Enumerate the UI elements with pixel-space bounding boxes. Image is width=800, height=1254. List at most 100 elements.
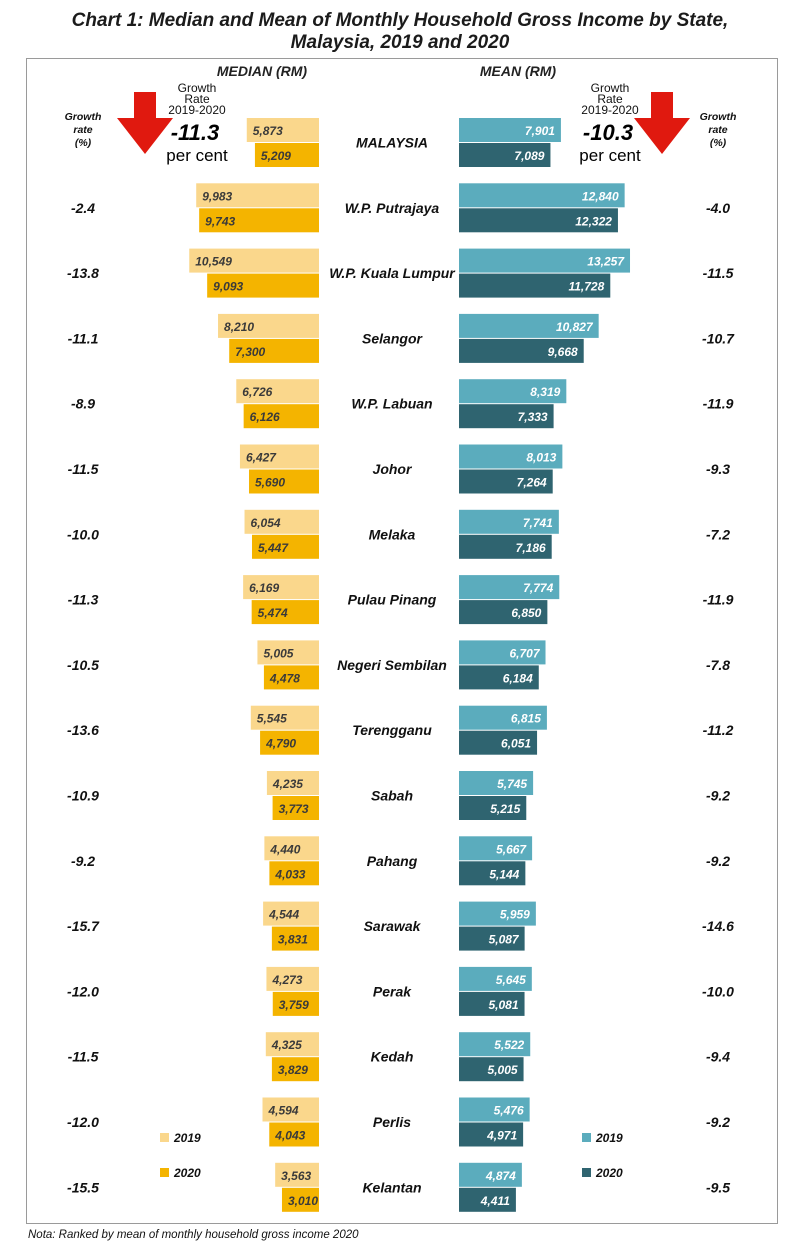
mean-growth-rate-unit: per cent [579, 146, 641, 165]
median-growth-header: Growth [65, 111, 102, 123]
mean-2020-label-johor: 7,264 [517, 476, 547, 490]
mean-2020-label-kedah: 5,005 [488, 1063, 518, 1077]
chart-title-line-2: Malaysia, 2019 and 2020 [290, 32, 510, 53]
category-label-sabah: Sabah [371, 788, 413, 804]
mean-2020-bar-negeri-sembilan [459, 665, 539, 690]
median-2019-label-perak: 4,273 [271, 973, 302, 987]
median-2020-label-pulau-pinang: 5,474 [258, 606, 288, 620]
mean-2019-bar-kedah [459, 1032, 531, 1057]
mean-2020-bar-pahang [459, 861, 526, 886]
median-2019-label-w-p-labuan: 6,726 [242, 385, 272, 399]
median-2020-bar-sarawak [271, 926, 319, 951]
mean-2020-bar-kedah [459, 1057, 524, 1082]
median-2019-bar-w-p-kuala-lumpur [189, 248, 319, 273]
median-2019-bar-negeri-sembilan [257, 640, 319, 665]
median-2019-label-johor: 6,427 [246, 451, 277, 465]
category-label-perak: Perak [373, 983, 412, 999]
mean-2019-bar-melaka [459, 509, 559, 534]
median-panel-title: MEDIAN (RM) [217, 63, 308, 79]
median-2019-label-terengganu: 5,545 [257, 712, 287, 726]
median-2019-label-perlis: 4,594 [267, 1104, 298, 1118]
mean-2019-bar-perak [459, 966, 532, 991]
mean-2019-bar-w-p-labuan [459, 379, 567, 404]
mean-2019-bar-kelantan [459, 1162, 522, 1187]
mean-2019-label-sabah: 5,745 [497, 777, 527, 791]
mean-2019-label-kedah: 5,522 [494, 1038, 524, 1052]
median-2020-label-melaka: 5,447 [258, 541, 289, 555]
mean-growth-rate-negeri-sembilan: -7.8 [706, 657, 730, 673]
median-2019-bar-pulau-pinang [243, 575, 319, 600]
median-2020-label-malaysia: 5,209 [261, 149, 291, 163]
category-label-sarawak: Sarawak [364, 918, 422, 934]
mean-2020-label-w-p-kuala-lumpur: 11,728 [568, 280, 604, 294]
mean-2020-bar-terengganu [459, 730, 538, 755]
median-growth-rate-johor: -11.5 [68, 461, 99, 477]
mean-2019-label-selangor: 10,827 [556, 320, 594, 334]
median-growth-rate-sabah: -10.9 [67, 788, 99, 804]
mean-growth-header: Growth [700, 111, 737, 123]
median-2020-bar-selangor [229, 338, 319, 363]
median-2019-label-kelantan: 3,563 [281, 1169, 311, 1183]
median-growth-rate-unit: per cent [166, 146, 228, 165]
median-growth-rate-label: Growth [178, 81, 217, 95]
category-label-w-p-kuala-lumpur: W.P. Kuala Lumpur [329, 265, 456, 281]
mean-2020-bar-melaka [459, 534, 552, 559]
mean-2019-bar-pahang [459, 836, 533, 861]
median-2019-bar-melaka [244, 509, 319, 534]
median-2020-label-pahang: 4,033 [274, 867, 305, 881]
mean-growth-rate-pahang: -9.2 [706, 853, 730, 869]
median-2019-label-selangor: 8,210 [224, 320, 254, 334]
median-2019-bar-selangor [218, 313, 319, 338]
category-label-pulau-pinang: Pulau Pinang [348, 592, 437, 608]
mean-2020-label-pulau-pinang: 6,850 [511, 606, 541, 620]
category-label-negeri-sembilan: Negeri Sembilan [337, 657, 447, 673]
mean-2019-label-malaysia: 7,901 [525, 124, 555, 138]
mean-2020-label-sabah: 5,215 [490, 802, 520, 816]
mean-2019-bar-sarawak [459, 901, 536, 926]
mean-2019-label-negeri-sembilan: 6,707 [509, 646, 540, 660]
category-label-selangor: Selangor [362, 330, 423, 346]
median-2020-bar-johor [249, 469, 319, 494]
mean-2019-bar-terengganu [459, 705, 547, 730]
mean-2019-label-perak: 5,645 [496, 973, 526, 987]
mean-growth-rate-pulau-pinang: -11.9 [703, 592, 734, 608]
median-2020-label-w-p-putrajaya: 9,743 [205, 214, 235, 228]
median-growth-rate-selangor: -11.1 [68, 330, 99, 346]
category-label-kelantan: Kelantan [362, 1179, 421, 1195]
median-2019-label-sabah: 4,235 [272, 777, 303, 791]
category-label-perlis: Perlis [373, 1114, 411, 1130]
mean-growth-rate-w-p-kuala-lumpur: -11.5 [703, 265, 734, 281]
median-2020-label-perlis: 4,043 [274, 1129, 305, 1143]
chart-frame [26, 58, 778, 1224]
median-2020-label-terengganu: 4,790 [265, 737, 296, 751]
chart-title-line-1: Chart 1: Median and Mean of Monthly Hous… [71, 10, 729, 31]
mean-growth-rate-w-p-labuan: -11.9 [703, 396, 734, 412]
mean-legend-label-2019: 2019 [595, 1131, 623, 1145]
median-2020-label-w-p-kuala-lumpur: 9,093 [213, 280, 243, 294]
mean-2020-label-sarawak: 5,087 [489, 933, 520, 947]
median-2020-bar-terengganu [260, 730, 319, 755]
mean-2020-bar-malaysia [459, 143, 551, 167]
median-growth-rate-w-p-labuan: -8.9 [71, 396, 95, 412]
median-legend-swatch-2019 [160, 1133, 169, 1142]
median-growth-rate-negeri-sembilan: -10.5 [67, 657, 99, 673]
mean-growth-rate-johor: -9.3 [706, 461, 730, 477]
mean-2020-label-terengganu: 6,051 [501, 737, 531, 751]
median-growth-header: (%) [75, 137, 92, 149]
mean-2019-label-perlis: 5,476 [494, 1104, 524, 1118]
median-2019-bar-kelantan [275, 1162, 319, 1187]
median-legend-label-2020: 2020 [173, 1166, 201, 1180]
median-2020-bar-negeri-sembilan [263, 665, 319, 690]
mean-growth-rate-w-p-putrajaya: -4.0 [706, 200, 730, 216]
median-2020-label-kelantan: 3,010 [288, 1194, 318, 1208]
mean-2020-bar-pulau-pinang [459, 600, 548, 625]
mean-growth-rate-perlis: -9.2 [706, 1114, 730, 1130]
mean-2020-label-kelantan: 4,411 [480, 1194, 510, 1208]
mean-2020-bar-w-p-putrajaya [459, 208, 618, 233]
mean-growth-rate-melaka: -7.2 [706, 526, 730, 542]
mean-growth-header: (%) [710, 137, 727, 149]
mean-growth-rate-selangor: -10.7 [702, 330, 735, 346]
mean-growth-header: rate [708, 124, 727, 136]
median-2020-bar-kedah [271, 1057, 319, 1082]
